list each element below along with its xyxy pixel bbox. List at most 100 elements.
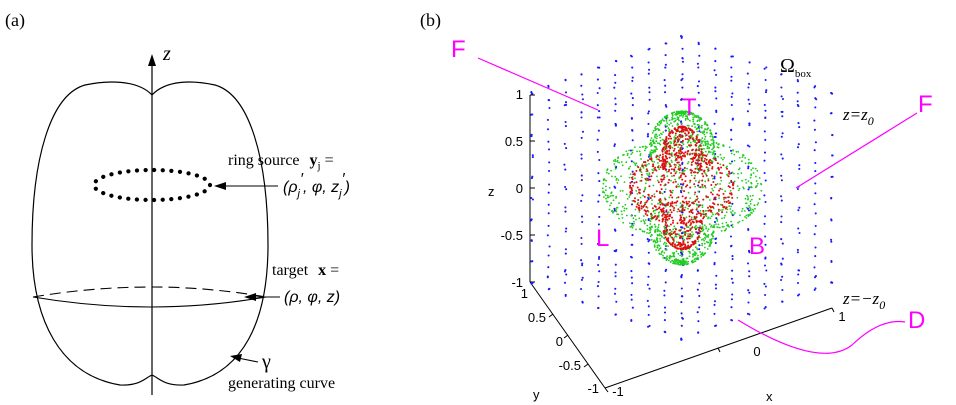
ring-source-arrow-icon — [214, 182, 226, 190]
point — [692, 156, 695, 159]
point — [613, 144, 616, 148]
point — [687, 244, 690, 247]
point — [754, 186, 757, 189]
point — [649, 223, 652, 225]
point — [798, 167, 801, 170]
point — [649, 152, 652, 155]
point — [616, 182, 619, 184]
point — [705, 195, 708, 198]
point — [671, 236, 674, 239]
point — [697, 197, 699, 200]
point — [694, 240, 696, 243]
point — [646, 209, 649, 212]
point — [747, 198, 750, 200]
point — [696, 288, 699, 291]
point — [672, 262, 674, 265]
point — [752, 167, 754, 170]
point — [717, 167, 720, 170]
point — [677, 144, 680, 146]
point — [631, 200, 634, 202]
point — [635, 218, 637, 221]
point — [764, 78, 767, 82]
point — [715, 110, 718, 114]
point — [702, 228, 705, 231]
point — [649, 235, 652, 238]
point — [714, 251, 717, 254]
point — [634, 177, 636, 180]
point — [781, 115, 784, 118]
point — [606, 168, 609, 171]
point — [669, 144, 671, 147]
point — [658, 211, 661, 214]
z-tick-label: 1 — [516, 87, 523, 102]
point — [678, 152, 681, 155]
point — [611, 175, 613, 178]
point — [665, 140, 668, 142]
point — [646, 238, 649, 241]
point — [701, 179, 704, 182]
point — [694, 180, 697, 182]
point — [695, 142, 698, 145]
point — [724, 229, 726, 232]
point — [650, 239, 653, 241]
point — [813, 233, 816, 236]
point — [721, 204, 724, 207]
point — [744, 178, 747, 181]
point — [702, 175, 705, 178]
point — [613, 86, 616, 89]
point — [628, 196, 631, 198]
point — [598, 110, 601, 113]
point — [748, 124, 751, 127]
point — [633, 220, 635, 223]
point — [672, 111, 674, 114]
point — [666, 171, 668, 173]
point — [631, 243, 634, 246]
omega-box-label: Ωbox — [780, 55, 812, 80]
point — [707, 233, 710, 236]
point — [691, 259, 694, 262]
point — [663, 167, 666, 170]
point — [674, 235, 677, 238]
point — [673, 225, 676, 228]
point — [712, 137, 714, 139]
point — [729, 162, 732, 165]
point — [732, 149, 734, 152]
point — [674, 134, 677, 137]
point — [673, 136, 676, 139]
point — [755, 180, 758, 182]
point — [564, 91, 568, 94]
point — [780, 199, 783, 202]
point — [681, 195, 684, 198]
point — [712, 143, 715, 146]
point — [652, 141, 655, 144]
point — [676, 210, 679, 213]
point — [680, 191, 683, 194]
point — [666, 255, 668, 258]
point — [565, 103, 568, 106]
point — [615, 197, 617, 199]
point — [564, 248, 567, 251]
point — [646, 135, 649, 138]
point — [598, 158, 601, 162]
point — [681, 154, 684, 157]
point — [731, 226, 734, 229]
point — [697, 168, 700, 170]
point — [605, 185, 607, 188]
point — [698, 124, 700, 127]
point — [623, 207, 626, 210]
point — [689, 229, 692, 232]
point — [712, 140, 715, 143]
point — [697, 184, 700, 187]
point — [781, 110, 784, 113]
point — [691, 125, 693, 127]
point — [655, 238, 658, 241]
point — [814, 287, 817, 290]
point — [681, 207, 684, 210]
point — [654, 149, 656, 152]
point — [680, 274, 683, 277]
point — [699, 144, 702, 147]
point — [781, 288, 784, 292]
point — [664, 205, 667, 208]
point — [564, 120, 567, 124]
point — [679, 112, 682, 114]
